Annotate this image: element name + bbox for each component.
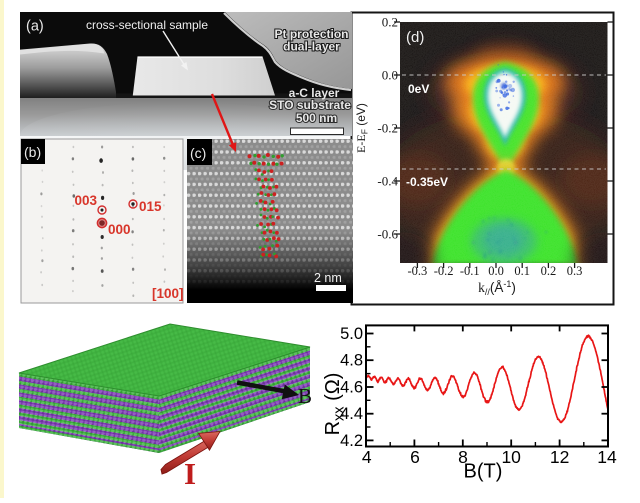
svg-text:-0.6: -0.6: [377, 227, 398, 242]
svg-text:I: I: [184, 456, 196, 491]
svg-text:cross-sectional sample: cross-sectional sample: [86, 18, 208, 32]
svg-text:015: 015: [139, 199, 162, 214]
svg-text:a-C layer: a-C layer: [289, 86, 340, 100]
svg-text:0.1: 0.1: [514, 264, 530, 278]
svg-text:B: B: [298, 384, 312, 408]
svg-text:500 nm: 500 nm: [296, 111, 337, 125]
svg-text:-0.2: -0.2: [434, 264, 454, 278]
svg-text:003: 003: [74, 193, 97, 208]
svg-text:0.3: 0.3: [567, 264, 583, 278]
svg-text:E-EF (eV): E-EF (eV): [354, 103, 370, 153]
svg-text:-0.35eV: -0.35eV: [406, 175, 448, 189]
svg-text:2 nm: 2 nm: [314, 271, 342, 285]
svg-text:4: 4: [362, 447, 372, 467]
svg-text:8: 8: [458, 447, 468, 467]
svg-text:0.0: 0.0: [382, 68, 398, 83]
svg-text:(d): (d): [406, 29, 424, 46]
svg-text:14: 14: [597, 447, 617, 467]
svg-text:4.2: 4.2: [340, 432, 363, 450]
svg-text:dual-layer: dual-layer: [283, 40, 340, 54]
svg-text:(b): (b): [24, 144, 41, 160]
svg-text:[100]: [100]: [152, 286, 184, 301]
svg-text:-0.4: -0.4: [377, 174, 398, 189]
svg-text:(c): (c): [190, 145, 206, 161]
svg-text:4.6: 4.6: [340, 379, 363, 397]
svg-text:-0.3: -0.3: [408, 264, 428, 278]
svg-text:0.2: 0.2: [541, 264, 557, 278]
svg-text:5.0: 5.0: [340, 325, 363, 343]
svg-text:0eV: 0eV: [408, 82, 429, 96]
svg-text:(a): (a): [26, 19, 44, 35]
svg-text:4.8: 4.8: [340, 352, 363, 370]
svg-text:Pt protection: Pt protection: [275, 27, 349, 41]
svg-text:4.4: 4.4: [340, 405, 363, 423]
svg-text:-0.1: -0.1: [460, 264, 480, 278]
svg-text:0.2: 0.2: [382, 15, 398, 30]
svg-text:0.0: 0.0: [488, 264, 504, 278]
svg-text:STO substrate: STO substrate: [269, 98, 351, 112]
svg-text:Rxx (Ω): Rxx (Ω): [322, 373, 348, 436]
svg-text:B(T): B(T): [464, 461, 503, 483]
svg-text:6: 6: [410, 447, 420, 467]
svg-text:000: 000: [108, 222, 131, 237]
svg-text:10: 10: [501, 447, 521, 467]
svg-text:12: 12: [550, 447, 569, 467]
svg-text:-0.2: -0.2: [377, 121, 398, 136]
